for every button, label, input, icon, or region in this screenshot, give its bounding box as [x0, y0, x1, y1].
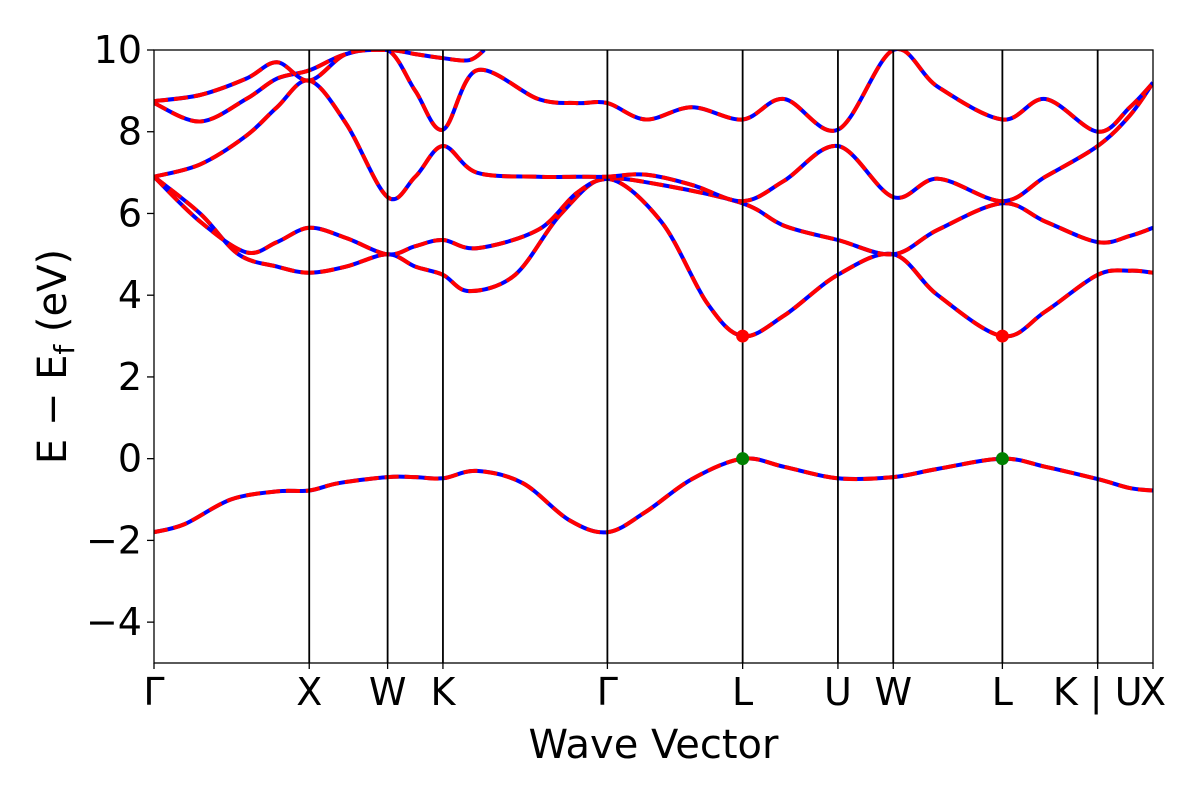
y-axis-ticks: −4 −2 0 2 4 6 8 10 [86, 28, 154, 644]
valence-band-maximum-marker-4 [995, 452, 1009, 466]
band-edge-markers [736, 329, 1009, 466]
y-tick-label-8: 10 [94, 28, 142, 72]
x-tick-label-7: U [824, 670, 852, 714]
y-tick-label-4: 2 [118, 355, 142, 399]
y-tick-label-7: 8 [118, 110, 142, 154]
conduction-band-minimum-marker-2 [995, 329, 1009, 343]
x-tick-label-10: K | U [1053, 670, 1143, 715]
plot-frame [153, 49, 1154, 664]
y-tick-label-5: 4 [118, 273, 142, 317]
x-tick-label-5: Γ [597, 670, 618, 714]
x-tick-label-6: L [732, 670, 753, 714]
x-tick-label-1: Γ [143, 670, 164, 714]
y-axis-title-main: E − E [30, 355, 76, 465]
y-tick-label-3: 0 [118, 437, 142, 481]
x-tick-label-2: X [296, 670, 322, 714]
x-tick-label-8: W [874, 670, 912, 714]
x-tick-label-3: W [369, 670, 407, 714]
y-tick-label-2: −2 [86, 518, 142, 562]
x-tick-label-9: L [992, 670, 1013, 714]
y-tick-label-1: −4 [86, 600, 142, 644]
y-tick-label-6: 6 [118, 191, 142, 235]
band-3-dashed-line [154, 175, 1153, 257]
y-axis-title-subscript: f [48, 344, 81, 355]
x-tick-label-4: K [430, 670, 456, 714]
x-tick-label-11: X [1140, 670, 1166, 714]
band-6-dashed-line [154, 50, 486, 104]
x-axis-title: Wave Vector [529, 722, 780, 768]
y-axis-title: E − Ef (eV) [30, 249, 81, 464]
y-axis-title-unit: (eV) [30, 249, 76, 345]
conduction-band-minimum-marker-1 [736, 329, 750, 343]
valence-band-maximum-marker-3 [736, 452, 750, 466]
high-symmetry-lines [308, 50, 1099, 663]
